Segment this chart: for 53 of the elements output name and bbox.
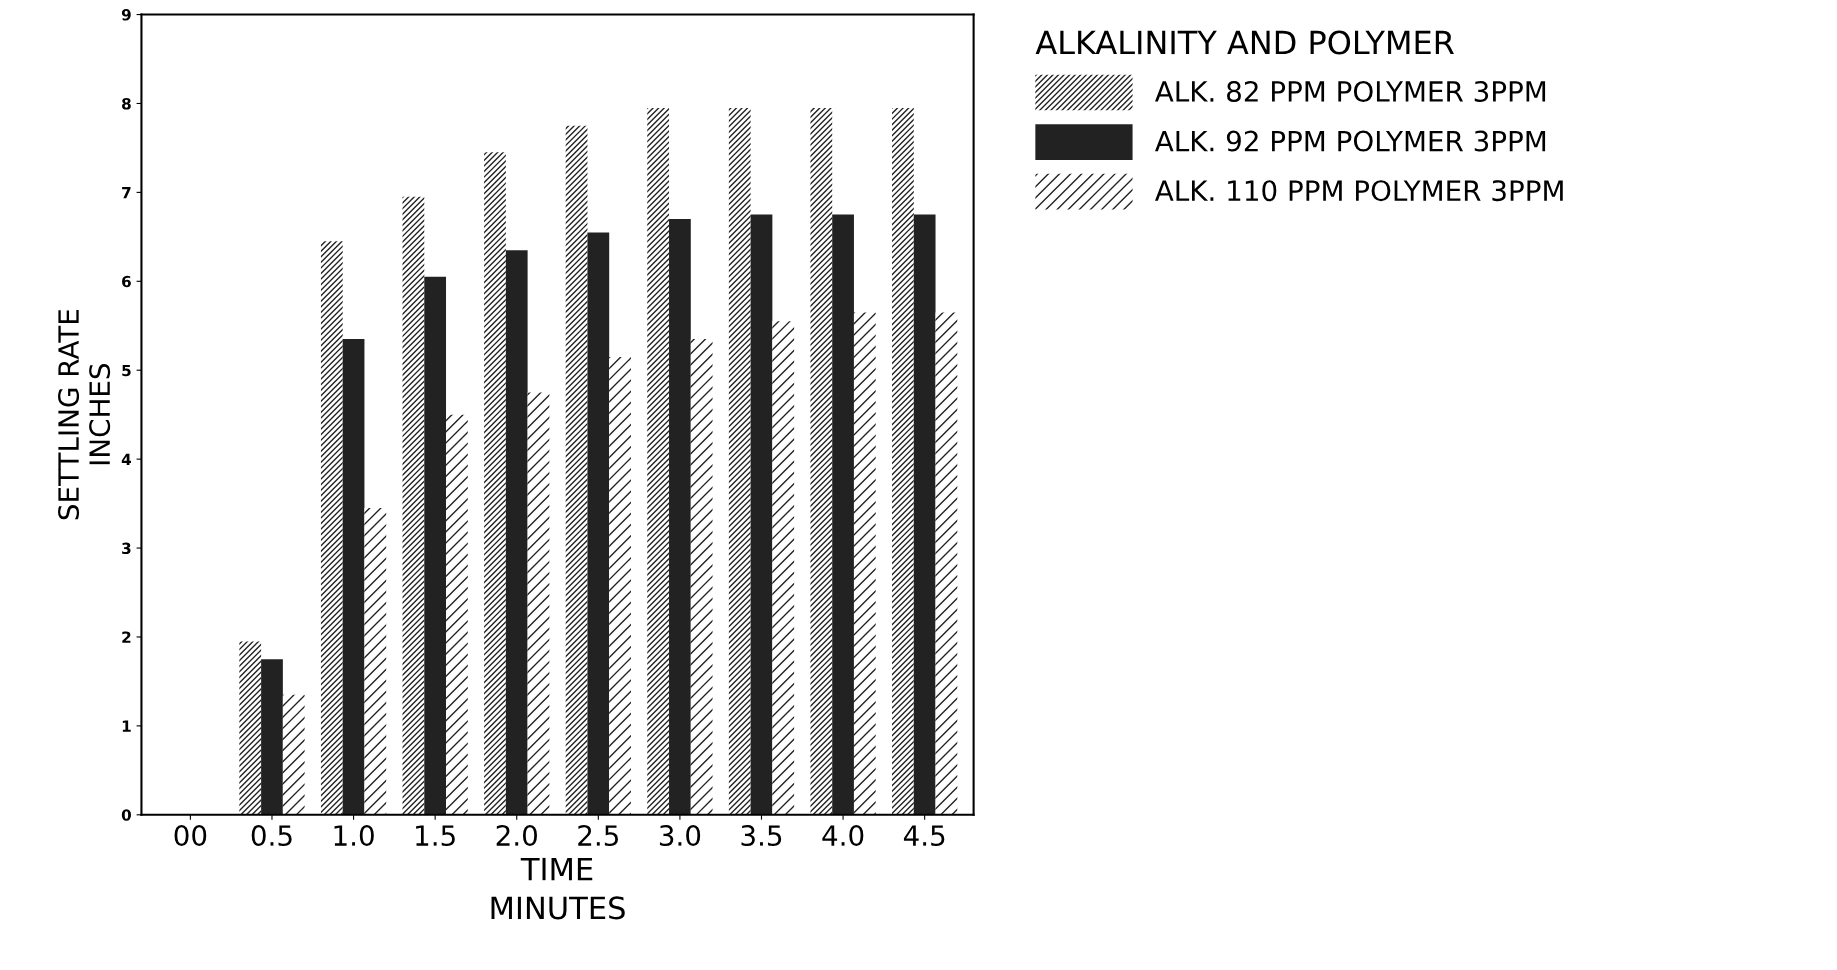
bar: [282, 694, 305, 815]
x-axis-title: TIME MINUTES: [491, 857, 625, 920]
legend-label: ALK. 110 PPM POLYMER 3PPM: [1155, 180, 1563, 202]
bar: [913, 214, 936, 815]
bar: [587, 232, 610, 815]
x-tick-label: 00: [174, 825, 207, 847]
y-tick-label: 2: [122, 631, 131, 643]
legend-label: ALK. 82 PPM POLYMER 3PPM: [1155, 80, 1546, 102]
x-tick-label: 2.5: [578, 825, 618, 847]
bar: [832, 214, 854, 815]
y-tick-label: 8: [122, 97, 131, 110]
x-tick-label: 2.0: [496, 825, 537, 847]
x-tick-label: 3.0: [659, 825, 701, 847]
bar: [609, 356, 631, 815]
bar: [690, 339, 713, 815]
bar: [728, 107, 751, 815]
y-tick-label: 1: [122, 720, 131, 732]
x-tick-label: 4.5: [903, 825, 945, 847]
bar: [772, 321, 795, 815]
y-tick-label: 6: [122, 275, 131, 288]
bar: [239, 641, 262, 815]
bar: [446, 414, 468, 815]
bar: [647, 107, 670, 815]
bar: [810, 107, 833, 815]
bar: [342, 339, 365, 815]
y-axis-title: SETTLING RATE INCHES: [58, 309, 111, 520]
legend-title: ALKALINITY AND POLYMER: [1035, 30, 1454, 55]
y-tick-label: 9: [121, 9, 131, 21]
bar: [527, 392, 550, 815]
bar: [750, 214, 773, 815]
x-tick-label: 3.5: [741, 825, 782, 847]
bar: [669, 219, 691, 815]
bar: [424, 276, 447, 815]
x-tick-label: 4.0: [822, 825, 864, 847]
bar: [892, 107, 914, 815]
legend-label: ALK. 92 PPM POLYMER 3PPM: [1155, 130, 1546, 152]
bar: [565, 125, 588, 815]
bar: [505, 250, 528, 815]
x-tick-label: 1.5: [416, 825, 455, 847]
bar: [320, 241, 343, 815]
y-tick-label: 5: [122, 364, 131, 377]
x-tick-label: 0.5: [251, 825, 292, 847]
x-tick-label: 1.0: [334, 825, 374, 847]
y-tick-label: 4: [121, 453, 132, 465]
y-tick-label: 0: [121, 809, 131, 821]
bar: [853, 312, 876, 815]
y-tick-label: 7: [122, 187, 131, 199]
bar: [364, 508, 387, 815]
bar: [484, 152, 506, 815]
bar: [261, 659, 283, 815]
bar: [402, 196, 425, 815]
bar: [935, 312, 958, 815]
y-tick-label: 3: [122, 542, 131, 555]
